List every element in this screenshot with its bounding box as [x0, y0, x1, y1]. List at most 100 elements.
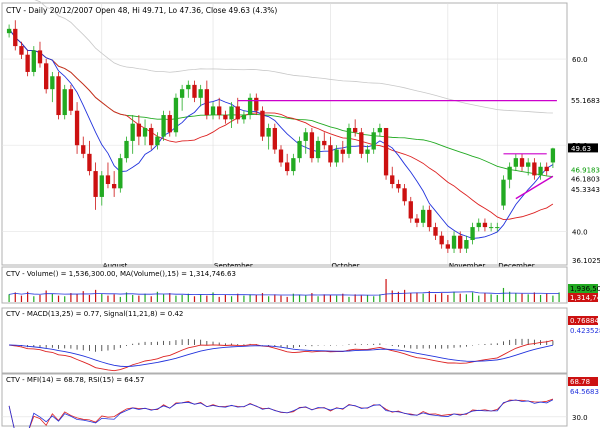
rsi-30-tick: 30.0	[572, 414, 588, 422]
volume-bar	[33, 296, 35, 302]
macd-last-labels: 0.768844 0.423528	[568, 316, 600, 335]
volume-bar	[317, 296, 319, 302]
volume-ma-line	[9, 291, 560, 296]
price-last-labels: 55.1683 49.63 46.9183 46.1803 45.3343	[568, 95, 600, 194]
volume-bar	[150, 296, 152, 302]
candle-body	[204, 89, 210, 116]
price-label-bg	[568, 95, 598, 105]
volume-bar	[107, 295, 109, 302]
price-last-label: 49.63	[571, 145, 591, 153]
volume-bar	[88, 294, 91, 302]
candle-body	[173, 97, 179, 133]
mfi-last-label: 68.78	[570, 378, 590, 386]
volume-bar	[403, 289, 406, 302]
candle-body	[507, 166, 512, 180]
volume-bar	[323, 294, 325, 302]
volume-bars	[8, 279, 560, 302]
price-last-label: 55.1683	[571, 97, 600, 105]
month-label: October	[331, 262, 359, 270]
volume-label-bg	[568, 284, 598, 293]
volume-bar	[515, 293, 517, 302]
candle-body	[315, 140, 321, 159]
candle-body	[519, 158, 525, 167]
volume-bar	[187, 293, 189, 302]
volume-bar	[459, 293, 461, 302]
mfi-rsi-last-labels: 68.78 64.5683 30.0	[568, 377, 599, 422]
candle-body	[260, 110, 265, 137]
volume-bar	[478, 295, 480, 302]
volume-bar	[533, 292, 535, 302]
volume-bar	[422, 293, 424, 302]
volume-bar	[237, 293, 239, 302]
volume-last-labels: 1,936,501,314,74	[568, 284, 600, 302]
volume-bar	[292, 293, 294, 302]
volume-bar	[181, 294, 183, 302]
volume-bar	[243, 295, 245, 302]
candle-body	[19, 46, 24, 55]
volume-bar	[132, 294, 134, 302]
flag-bottom-line	[515, 175, 554, 200]
candle-body	[402, 188, 407, 202]
volume-bar	[45, 290, 47, 302]
volume-bar	[441, 293, 443, 302]
candle-body	[297, 140, 302, 159]
candle-body	[513, 158, 518, 167]
candle-body	[272, 127, 277, 150]
volume-bar	[20, 295, 23, 302]
candle-body	[451, 235, 457, 249]
volume-bar	[261, 293, 264, 302]
macd-last-label: 0.768844	[570, 317, 600, 325]
volume-bar	[230, 296, 233, 302]
candle-body	[13, 28, 18, 47]
candle-body	[210, 106, 216, 116]
volume-bar	[162, 294, 165, 302]
volume-bar	[311, 293, 313, 302]
volume-bar	[428, 291, 430, 302]
price-label-bg	[568, 143, 598, 153]
candle-body	[408, 201, 413, 219]
volume-bar	[27, 291, 29, 302]
candle-body	[37, 50, 43, 64]
candle-body	[254, 97, 259, 111]
volume-bar	[521, 293, 523, 302]
volume-bar	[206, 295, 208, 302]
volume-bar	[354, 294, 356, 302]
price-plot-frame	[1, 2, 568, 266]
macd-label-bg	[568, 316, 598, 325]
candle-body	[420, 209, 426, 223]
signal-last-label: 0.423528	[570, 327, 600, 335]
candle-body	[309, 132, 315, 159]
volume-bar	[51, 293, 53, 302]
volume-bar	[200, 294, 202, 302]
ma-10-line	[8, 28, 554, 239]
volume-bar	[360, 295, 362, 302]
month-label: November	[449, 262, 486, 270]
mfi-rsi-lines	[2, 398, 567, 428]
volume-bar	[490, 294, 492, 302]
candle-body	[532, 162, 537, 176]
candle-body	[186, 84, 191, 90]
macd-panel: CTV - MACD(13,25) = 0.77, Signal(11,21,8…	[1, 307, 600, 374]
candle-body	[235, 106, 240, 120]
volume-bar	[484, 293, 486, 302]
volume-bar	[373, 296, 375, 302]
volume-bar	[539, 294, 542, 302]
candle-body	[433, 227, 438, 236]
volume-bar	[305, 295, 307, 302]
volume-bar	[509, 291, 511, 302]
volume-bar	[156, 291, 159, 302]
volume-bar	[255, 294, 257, 302]
candle-body	[161, 115, 166, 137]
volume-bar	[286, 296, 288, 302]
volume-bar	[95, 289, 97, 302]
candle-body	[482, 222, 488, 228]
price-panel: CTV - Daily 20/12/2007 Open 48, Hi 49.71…	[1, 0, 600, 270]
candle-body	[352, 127, 358, 133]
candle-body	[501, 179, 506, 206]
candle-body	[142, 127, 148, 137]
volume-bar	[268, 296, 270, 302]
candle-body	[439, 235, 444, 245]
volume-bar	[169, 293, 171, 302]
volume-bar	[8, 294, 10, 302]
volume-bar	[348, 296, 350, 302]
